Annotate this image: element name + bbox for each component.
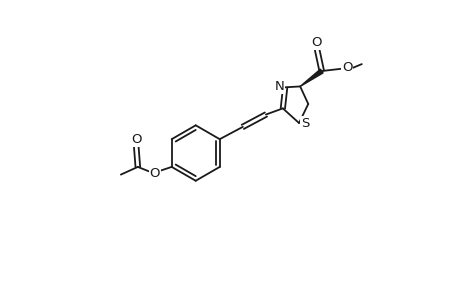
- Text: O: O: [149, 167, 160, 180]
- Text: O: O: [341, 61, 352, 74]
- Text: S: S: [300, 116, 309, 130]
- Polygon shape: [300, 69, 322, 86]
- Text: O: O: [310, 36, 321, 49]
- Text: N: N: [274, 80, 284, 93]
- Text: O: O: [131, 134, 141, 146]
